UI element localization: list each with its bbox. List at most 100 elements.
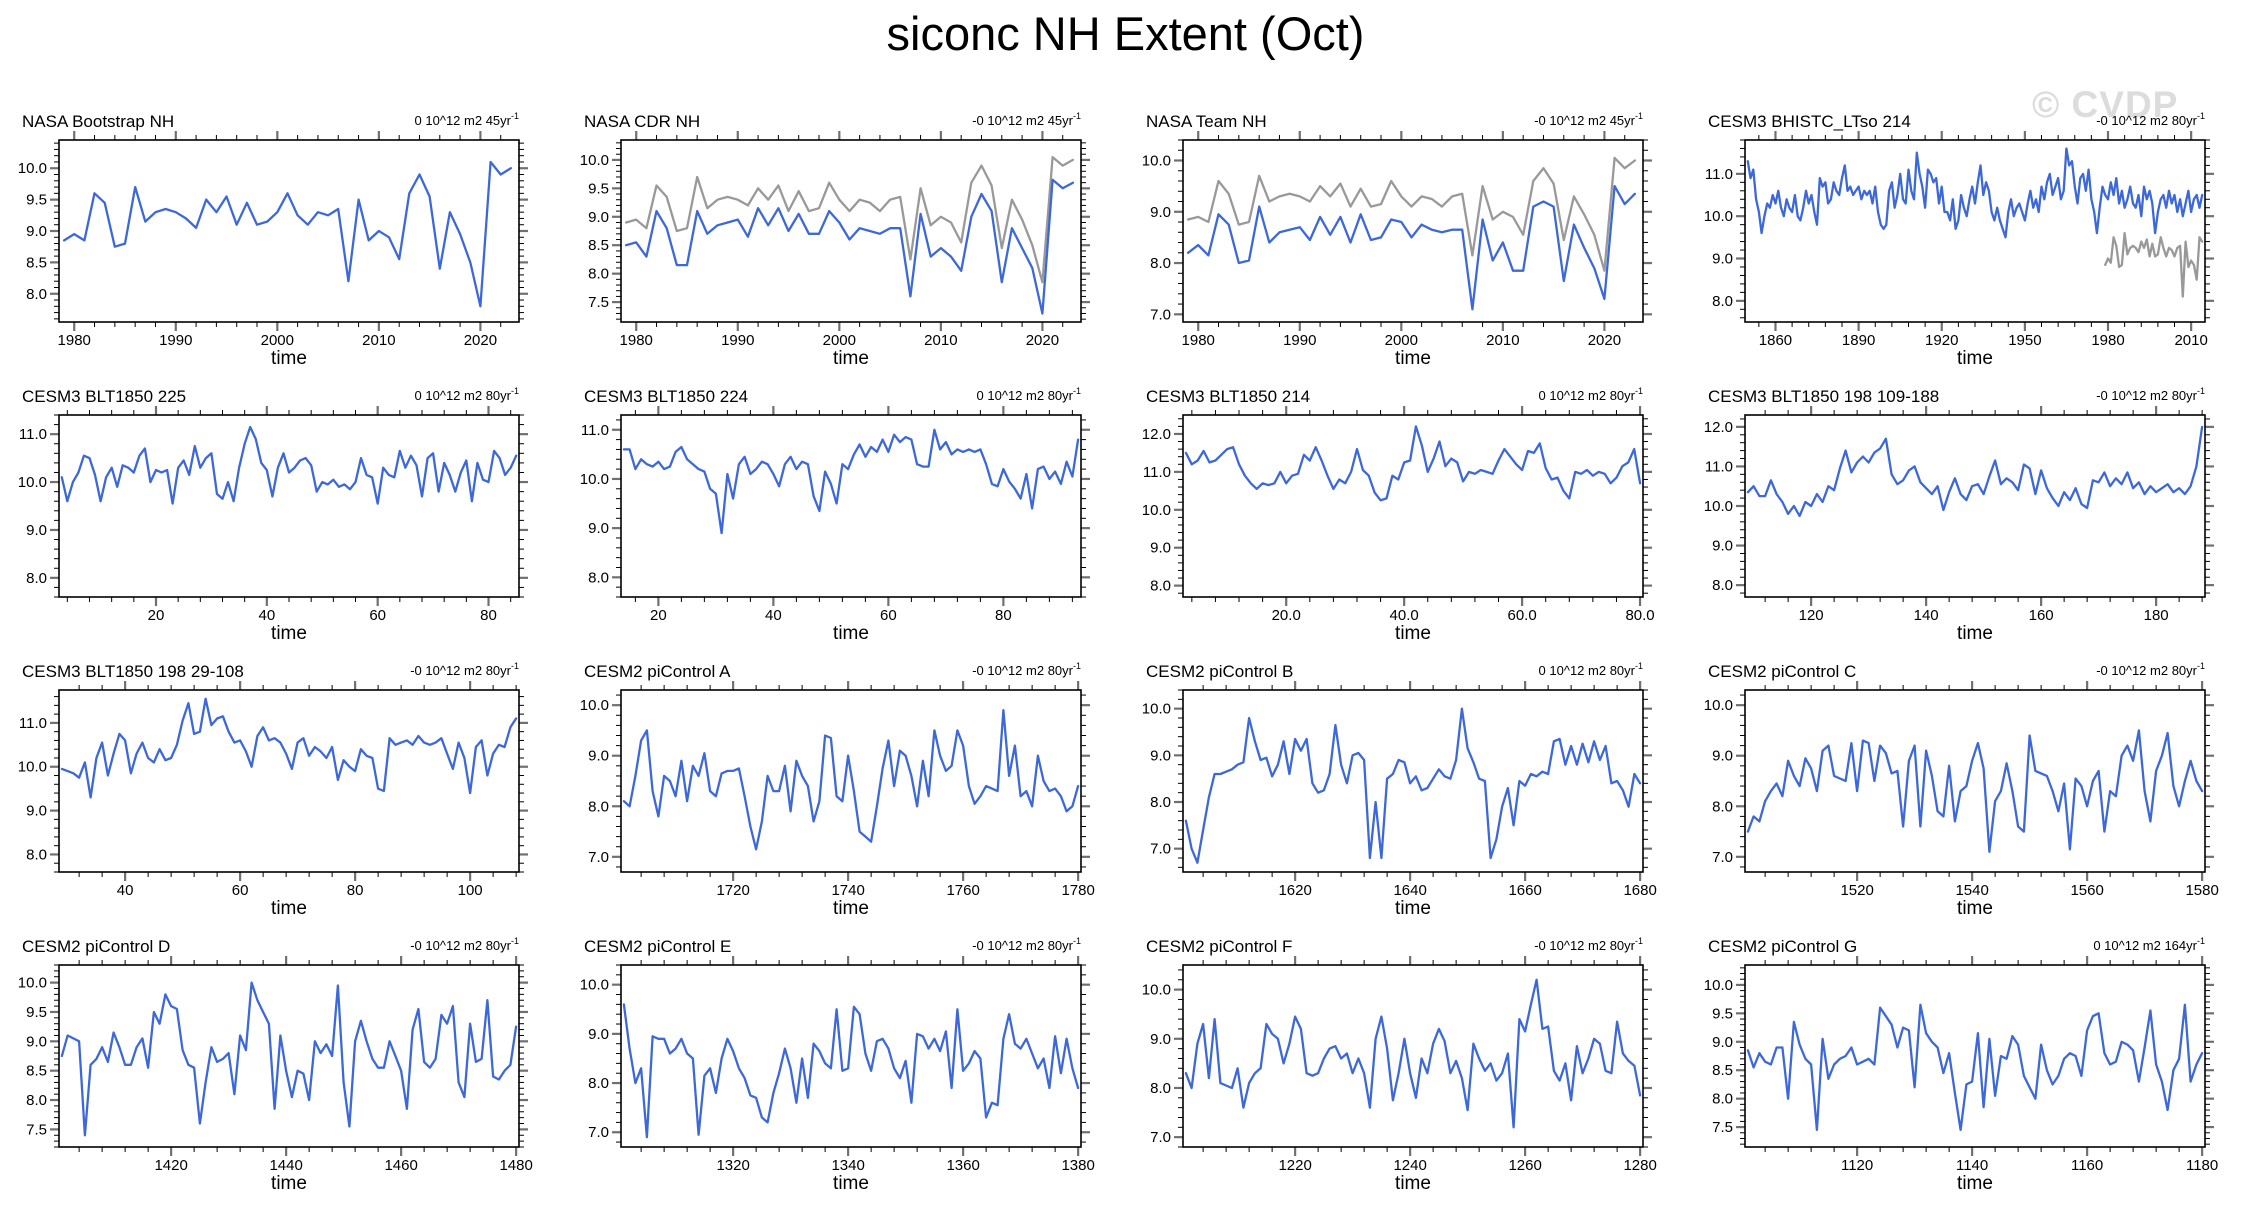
y-tick-label: 8.5: [588, 237, 609, 254]
plot-box: [1744, 139, 2206, 323]
panel-title: CESM3 BLT1850 198 109-188: [1708, 387, 1939, 406]
trend-annotation: -0 10^12 m2 80yr-1: [2096, 111, 2205, 128]
x-tick-label: 1260: [1508, 1157, 1541, 1174]
x-tick-label: 80: [995, 607, 1012, 624]
chart-panel-13: 7.5 8.0 8.5 9.0 9.5 10.0 1420 1440 1460 1480 CESM2…: [4, 925, 564, 1195]
y-tick-label: 9.0: [26, 1033, 47, 1050]
y-tick-label: 10.0: [18, 759, 47, 776]
panel-title: CESM2 piControl G: [1708, 937, 1857, 956]
trend-annotation: -0 10^12 m2 45yr-1: [1534, 111, 1643, 128]
cvdp-watermark: © CVDP: [2032, 84, 2179, 125]
x-tick-label: 1990: [1283, 332, 1316, 349]
x-tick-label: 1760: [946, 882, 979, 899]
trend-annotation: 0 10^12 m2 80yr-1: [415, 386, 519, 403]
plot-svg: 7.5 8.0 8.5 9.0 9.5 10.0 1120 1140 1160 1180 CESM2…: [1704, 936, 2218, 1194]
x-tick-label: 2010: [362, 332, 395, 349]
x-axis-label: time: [1395, 1173, 1431, 1194]
plot-svg: 7.5 8.0 8.5 9.0 9.5 10.0 1980 1990 2000 2010 2020 N…: [580, 111, 1090, 369]
x-tick-label: 1890: [1842, 332, 1875, 349]
x-tick-label: 80: [480, 607, 497, 624]
x-tick-label: 80.0: [1625, 607, 1654, 624]
y-tick-label: 10.0: [580, 697, 609, 714]
obs-line-series: [624, 178, 1075, 315]
x-axis-label: time: [1957, 898, 1993, 919]
x-tick-label: 1320: [716, 1157, 749, 1174]
plot-box: [58, 139, 520, 323]
panel-title: NASA CDR NH: [584, 112, 700, 131]
panel-title: CESM3 BHISTC_LTso 214: [1708, 112, 1911, 131]
x-tick-label: 1740: [831, 882, 864, 899]
y-tick-label: 8.0: [26, 286, 47, 303]
model-line-series: [622, 1003, 1080, 1139]
plot-box: [1182, 964, 1644, 1148]
x-tick-label: 1180: [2186, 1157, 2218, 1174]
trend-annotation: 0 10^12 m2 80yr-1: [977, 386, 1081, 403]
model-line-series: [622, 428, 1080, 535]
x-axis-label: time: [1395, 898, 1431, 919]
x-tick-label: 1780: [1061, 882, 1094, 899]
x-tick-label: 1220: [1278, 1157, 1311, 1174]
x-tick-label: 1480: [499, 1157, 532, 1174]
x-tick-label: 2000: [261, 332, 294, 349]
y-tick-label: 9.5: [1712, 1005, 1733, 1022]
reference-line-series: [624, 155, 1075, 284]
x-tick-label: 20: [650, 607, 667, 624]
x-tick-label: 80: [347, 882, 364, 899]
model-line-series: [60, 697, 518, 799]
trend-annotation: 0 10^12 m2 80yr-1: [1539, 386, 1643, 403]
trend-annotation: 0 10^12 m2 80yr-1: [1539, 661, 1643, 678]
y-tick-label: 10.0: [1704, 208, 1733, 225]
chart-panel-3: 7.0 8.0 9.0 10.0 1980 1990 2000 2010 2020 NASA Te…: [1128, 100, 1688, 370]
y-tick-label: 8.0: [1150, 794, 1171, 811]
y-tick-label: 10.0: [1142, 502, 1171, 519]
x-tick-label: 160: [2029, 607, 2054, 624]
plot-svg: 8.0 9.0 10.0 11.0 12.0 120 140 160 180 CESM3 BLT1…: [1704, 386, 2214, 644]
trend-annotation: 0 10^12 m2 45yr-1: [415, 111, 519, 128]
x-tick-label: 40.0: [1390, 607, 1419, 624]
x-tick-label: 1440: [269, 1157, 302, 1174]
y-tick-label: 8.5: [1712, 1062, 1733, 1079]
panel-title: CESM3 BLT1850 198 29-108: [22, 662, 244, 681]
plot-svg: 7.0 8.0 9.0 10.0 1520 1540 1560 1580 CESM2 piCon…: [1704, 661, 2219, 919]
trend-annotation: -0 10^12 m2 80yr-1: [972, 661, 1081, 678]
y-tick-label: 8.0: [1712, 798, 1733, 815]
panel-title: CESM2 piControl D: [22, 937, 170, 956]
y-tick-label: 9.0: [1712, 1034, 1733, 1051]
x-tick-label: 140: [1914, 607, 1939, 624]
chart-panel-15: 7.0 8.0 9.0 10.0 1220 1240 1260 1280 CESM2 piCon…: [1128, 925, 1688, 1195]
y-tick-label: 10.0: [18, 160, 47, 177]
obs-line-series: [2104, 231, 2204, 298]
x-axis-label: time: [1957, 623, 1993, 644]
x-tick-label: 1950: [2008, 332, 2041, 349]
y-tick-label: 9.0: [1150, 540, 1171, 557]
plot-box: [58, 689, 520, 873]
panel-title: CESM3 BLT1850 225: [22, 387, 186, 406]
y-tick-label: 10.0: [18, 474, 47, 491]
plot-box: [1744, 964, 2206, 1148]
x-tick-label: 1680: [1623, 882, 1656, 899]
x-tick-label: 60: [880, 607, 897, 624]
trend-annotation: -0 10^12 m2 45yr-1: [972, 111, 1081, 128]
model-line-series: [622, 709, 1080, 851]
y-tick-label: 7.5: [26, 1121, 47, 1138]
x-tick-label: 20: [148, 607, 165, 624]
y-tick-label: 9.0: [26, 522, 47, 539]
panel-title: CESM2 piControl C: [1708, 662, 1856, 681]
y-tick-label: 8.0: [588, 1075, 609, 1092]
y-tick-label: 8.0: [26, 846, 47, 863]
y-tick-label: 10.0: [1704, 977, 1733, 994]
x-tick-label: 60: [232, 882, 249, 899]
y-tick-label: 10.0: [1704, 498, 1733, 515]
y-tick-label: 9.0: [1712, 251, 1733, 268]
y-tick-label: 8.0: [26, 570, 47, 587]
x-tick-label: 180: [2144, 607, 2169, 624]
y-tick-label: 10.0: [1704, 697, 1733, 714]
plot-svg: 8.0 8.5 9.0 9.5 10.0 1980 1990 2000 2010 2020 NASA…: [18, 111, 528, 369]
x-tick-label: 1240: [1393, 1157, 1426, 1174]
y-tick-label: 8.0: [1712, 1091, 1733, 1108]
x-tick-label: 1560: [2070, 882, 2103, 899]
trend-annotation: -0 10^12 m2 80yr-1: [972, 936, 1081, 953]
y-tick-label: 11.0: [1143, 464, 1171, 481]
x-tick-label: 1920: [1925, 332, 1958, 349]
x-tick-label: 1860: [1759, 332, 1792, 349]
